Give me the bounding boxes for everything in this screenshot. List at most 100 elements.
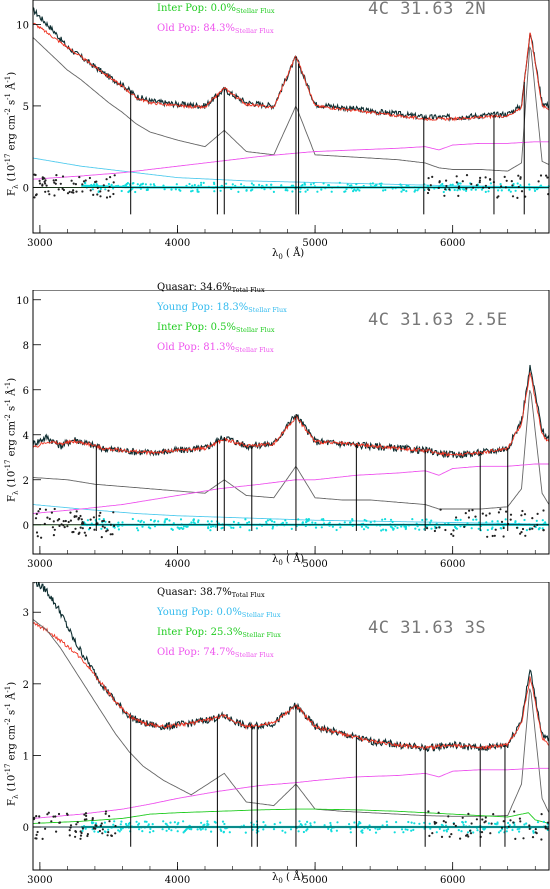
residual-point <box>286 189 289 192</box>
residual-point <box>502 525 505 528</box>
masked-point <box>96 193 99 196</box>
residual-point <box>230 526 233 529</box>
masked-point <box>99 511 102 514</box>
masked-point <box>48 193 51 196</box>
series-model <box>32 372 550 458</box>
residual-point <box>225 182 228 185</box>
masked-point <box>35 193 38 196</box>
masked-point <box>63 526 66 529</box>
residual-point <box>454 518 457 521</box>
residual-point <box>164 822 167 825</box>
chart-title-3s: 4C 31.63 3S <box>368 618 487 638</box>
residual-point <box>461 820 464 824</box>
residual-point <box>327 827 330 830</box>
masked-point <box>521 509 524 513</box>
x-tick-label: 6000 <box>440 238 465 249</box>
residual-point <box>193 183 196 187</box>
residual-point <box>103 821 106 824</box>
residual-point <box>269 518 272 521</box>
residual-point <box>417 187 420 190</box>
residual-point <box>482 828 486 831</box>
residual-point <box>380 529 383 532</box>
residual-point <box>486 528 489 532</box>
residual-point <box>394 525 397 528</box>
residual-point <box>224 827 227 830</box>
masked-point <box>34 173 37 177</box>
residual-point <box>399 183 402 186</box>
masked-point <box>469 832 473 835</box>
legend-entry: Quasar: 38.7%Total Flux <box>157 587 265 599</box>
masked-point <box>493 534 496 537</box>
masked-point <box>500 520 504 523</box>
residual-point <box>206 520 209 523</box>
y-tick-label: 0 <box>23 823 29 834</box>
residual-point <box>97 830 100 834</box>
residual-point <box>220 184 223 187</box>
residual-point <box>338 181 341 184</box>
residual-point <box>197 519 200 522</box>
masked-point <box>73 515 76 518</box>
residual-point <box>391 187 394 190</box>
residual-point <box>99 187 102 190</box>
residual-point <box>231 183 234 186</box>
residual-point <box>237 190 240 193</box>
residual-point <box>407 820 410 824</box>
residual-point <box>362 184 365 188</box>
residual-point <box>219 189 222 192</box>
residual-point <box>365 519 368 522</box>
masked-point <box>522 837 525 840</box>
residual-point <box>273 520 276 524</box>
residual-point <box>100 527 103 530</box>
masked-point <box>452 534 455 537</box>
masked-point <box>59 182 62 185</box>
residual-point <box>297 518 300 521</box>
masked-point <box>107 831 110 834</box>
masked-point <box>480 831 484 834</box>
masked-point <box>478 181 481 184</box>
masked-point <box>62 520 65 523</box>
masked-point <box>75 823 78 826</box>
plot-frame <box>32 290 550 555</box>
residual-point <box>136 527 139 530</box>
masked-point <box>83 813 86 816</box>
masked-point <box>68 834 71 837</box>
residual-point <box>148 831 151 834</box>
residual-point <box>470 188 473 191</box>
residual-point <box>190 521 193 524</box>
residual-point <box>462 188 465 191</box>
residual-point <box>366 827 369 830</box>
residual-point <box>163 520 166 523</box>
residual-point <box>270 183 273 186</box>
masked-point <box>505 179 508 182</box>
residual-point <box>262 821 265 824</box>
residual-point <box>188 182 191 186</box>
residual-point <box>459 518 462 521</box>
residual-point <box>135 820 138 823</box>
masked-point <box>461 180 464 183</box>
masked-point <box>546 821 550 824</box>
masked-point <box>429 184 432 187</box>
residual-point <box>323 824 326 827</box>
residual-point <box>369 521 372 524</box>
residual-point <box>533 189 537 192</box>
residual-point <box>487 822 490 825</box>
residual-point <box>331 525 334 528</box>
residual-point <box>389 518 393 521</box>
residual-point <box>496 821 499 824</box>
residual-point <box>302 830 305 834</box>
residual-point <box>242 824 245 827</box>
residual-point <box>519 184 522 187</box>
chart-title-2n: 4C 31.63 2N <box>368 0 487 19</box>
masked-point <box>455 516 458 519</box>
masked-point <box>35 815 38 818</box>
residual-point <box>373 520 376 523</box>
masked-point <box>88 176 91 180</box>
masked-point <box>427 188 430 191</box>
residual-point <box>209 529 212 532</box>
masked-point <box>101 828 104 831</box>
masked-point <box>57 812 61 816</box>
masked-point <box>428 834 431 837</box>
residual-point <box>477 521 481 524</box>
residual-point <box>181 527 184 530</box>
masked-point <box>427 810 430 813</box>
